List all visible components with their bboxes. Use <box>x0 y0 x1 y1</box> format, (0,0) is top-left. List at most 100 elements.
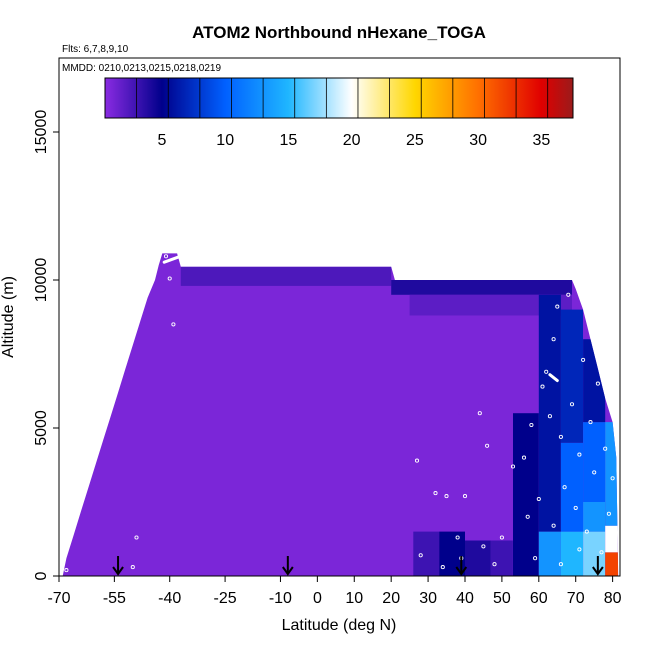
colorbar-tick-label: 15 <box>280 132 298 149</box>
sample-point <box>440 565 445 570</box>
sample-points <box>64 253 615 573</box>
colorbar-tick-label: 25 <box>406 132 424 149</box>
field-patch <box>391 280 572 295</box>
chart-title: ATOM2 Northbound nHexane_TOGA <box>192 23 486 42</box>
sample-point <box>536 496 541 502</box>
sample-point <box>433 491 438 496</box>
sample-point <box>521 455 527 460</box>
sample-point <box>64 568 69 573</box>
x-tick-label: 0 <box>313 590 322 607</box>
field-patch <box>560 531 583 576</box>
flight-arrow <box>282 556 294 576</box>
sample-point <box>167 276 172 281</box>
sample-point <box>599 550 604 555</box>
sample-point <box>540 384 545 389</box>
x-tick-label: 60 <box>530 590 548 607</box>
sample-point <box>171 322 176 327</box>
flight-arrows <box>112 556 604 576</box>
field-patch <box>513 413 539 576</box>
field-patch <box>605 422 619 526</box>
field-patch <box>583 502 606 532</box>
sample-point <box>606 511 611 516</box>
colorbar-gradient <box>104 77 574 119</box>
y-axis-label: Altitude (m) <box>0 276 17 358</box>
flight-arrow <box>592 556 604 576</box>
sample-point <box>566 292 571 297</box>
y-axis: 0 5000 10000 15000 <box>33 110 59 580</box>
flight-arrow-head <box>112 566 124 576</box>
flight-segment <box>548 373 559 383</box>
x-tick-label: 10 <box>345 590 363 607</box>
sample-point <box>551 523 556 528</box>
sample-point <box>569 402 575 407</box>
colorbar-tick-label: 35 <box>533 132 551 149</box>
y-tick-label: 0 <box>33 571 50 580</box>
x-tick-label: -55 <box>103 590 126 607</box>
flight-arrow <box>112 556 124 576</box>
sample-point <box>558 434 563 439</box>
sample-point <box>577 452 582 457</box>
sample-point <box>595 381 600 386</box>
field-patch <box>560 309 583 443</box>
sample-point <box>414 458 420 463</box>
field-patch <box>413 531 440 576</box>
sample-point <box>130 565 135 570</box>
sample-point <box>485 443 490 448</box>
field-patch <box>583 339 606 423</box>
sample-point <box>525 514 530 519</box>
flights-label: Flts: 6,7,8,9,10 <box>62 44 129 55</box>
field-patch <box>605 552 619 576</box>
sample-point <box>418 553 423 558</box>
colorbar-tick-label: 20 <box>343 132 361 149</box>
y-tick-label: 15000 <box>33 110 50 155</box>
sample-point <box>510 464 516 469</box>
flight-arrow-head <box>455 566 468 576</box>
x-tick-label: -70 <box>47 590 70 607</box>
field-patch <box>583 422 606 502</box>
sample-point <box>562 485 567 490</box>
field-patch <box>180 266 392 286</box>
x-tick-label: -40 <box>158 590 181 607</box>
sample-point <box>499 535 504 540</box>
field-patch <box>605 525 619 553</box>
flight-segment <box>162 253 186 264</box>
field-patch <box>560 442 583 532</box>
sample-point <box>477 411 482 416</box>
field-cells <box>62 253 619 576</box>
x-tick-label: 50 <box>493 590 511 607</box>
x-tick-label: -25 <box>214 590 237 607</box>
x-tick-label: 20 <box>382 590 400 607</box>
field-patch <box>583 531 606 576</box>
x-tick-label: -10 <box>269 590 292 607</box>
sample-point <box>555 304 560 309</box>
field-patch <box>490 540 513 576</box>
flight-arrow-head <box>282 566 294 576</box>
y-tick-label: 5000 <box>33 410 50 446</box>
x-tick-label: 40 <box>456 590 474 607</box>
colorbar-tick-label: 5 <box>157 132 166 149</box>
sample-point <box>603 446 608 451</box>
sample-point <box>481 544 486 549</box>
x-axis: -70 -55 -40 -25 -10 0 10 20 30 40 50 60 70 80 <box>47 576 622 607</box>
sample-point <box>163 254 169 259</box>
curtain-field <box>62 253 619 576</box>
x-tick-label: 70 <box>567 590 585 607</box>
colorbar: 5 10 15 20 25 30 35 <box>104 77 574 149</box>
x-axis-label: Latitude (deg N) <box>282 617 397 634</box>
sample-point <box>547 414 552 419</box>
sample-point <box>529 422 534 428</box>
plot-frame <box>58 57 621 577</box>
sample-point <box>134 535 139 540</box>
sample-point <box>610 476 615 481</box>
sample-point <box>455 535 460 540</box>
field-patch <box>409 294 572 316</box>
sample-point <box>592 470 597 475</box>
colorbar-tick-label: 30 <box>469 132 487 149</box>
field-patch <box>538 531 561 576</box>
sample-point <box>581 357 586 362</box>
sample-point <box>588 420 593 425</box>
sample-point <box>544 369 549 374</box>
x-tick-label: 80 <box>604 590 622 607</box>
field-patch <box>538 294 561 532</box>
